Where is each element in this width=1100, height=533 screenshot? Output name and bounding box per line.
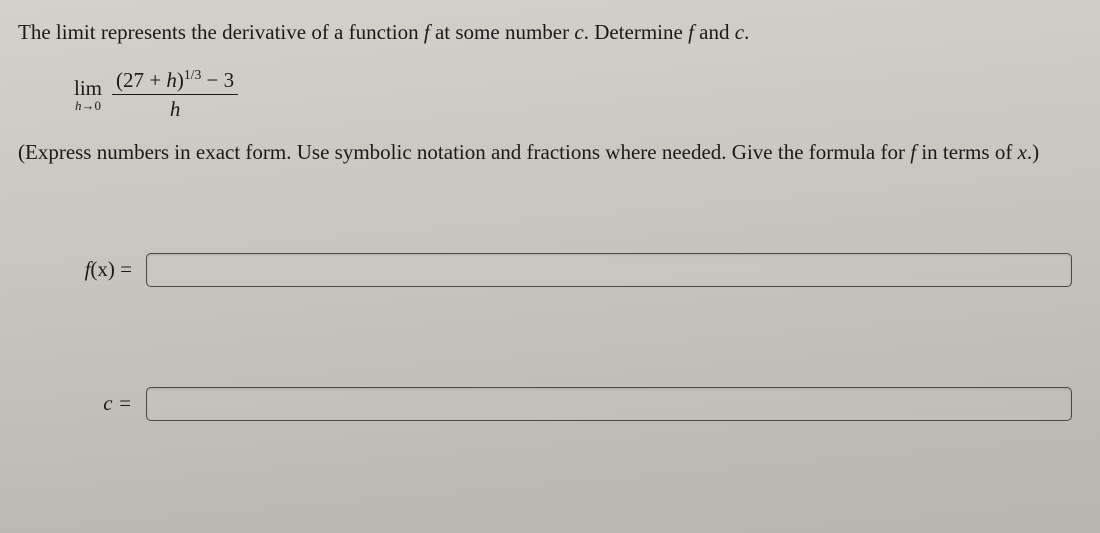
prompt-c: c [574,20,583,44]
lim-sub-zero: 0 [95,98,102,113]
limit-operator: lim h→0 [74,77,102,113]
fraction-numerator: (27 + h)1/3 − 3 [112,68,238,95]
lim-subscript: h→0 [75,99,101,113]
lim-word: lim [74,77,102,99]
limit-expression: lim h→0 (27 + h)1/3 − 3 h [74,68,1086,121]
prompt-and: and [694,20,735,44]
c-label: c = [58,391,146,416]
fraction-denominator: h [170,95,181,121]
question-prompt: The limit represents the derivative of a… [18,18,1086,46]
num-minus3: − 3 [201,68,234,92]
prompt-c2: c [735,20,744,44]
instruction-text: (Express numbers in exact form. Use symb… [18,140,1086,165]
c-answer-row: c = [58,387,1086,421]
answer-area: f(x) = c = [18,253,1086,421]
lim-sub-arrow: → [82,98,95,113]
instr-close: .) [1027,140,1039,164]
instr-mid: in terms of [916,140,1017,164]
prompt-text-3: . Determine [584,20,688,44]
fx-input[interactable] [146,253,1072,287]
prompt-period: . [744,20,749,44]
fx-label: f(x) = [58,257,146,282]
fx-label-paren: (x) = [90,257,132,281]
num-open: (27 + [116,68,166,92]
fx-answer-row: f(x) = [58,253,1086,287]
num-close: ) [177,68,184,92]
num-h: h [166,68,177,92]
instr-x: x [1018,140,1027,164]
question-page: The limit represents the derivative of a… [0,0,1100,533]
c-input[interactable] [146,387,1072,421]
prompt-text-1: The limit represents the derivative of a… [18,20,424,44]
fraction: (27 + h)1/3 − 3 h [112,68,238,121]
prompt-text-2: at some number [430,20,575,44]
num-exponent: 1/3 [184,67,201,82]
instr-open: (Express numbers in exact form. Use symb… [18,140,910,164]
